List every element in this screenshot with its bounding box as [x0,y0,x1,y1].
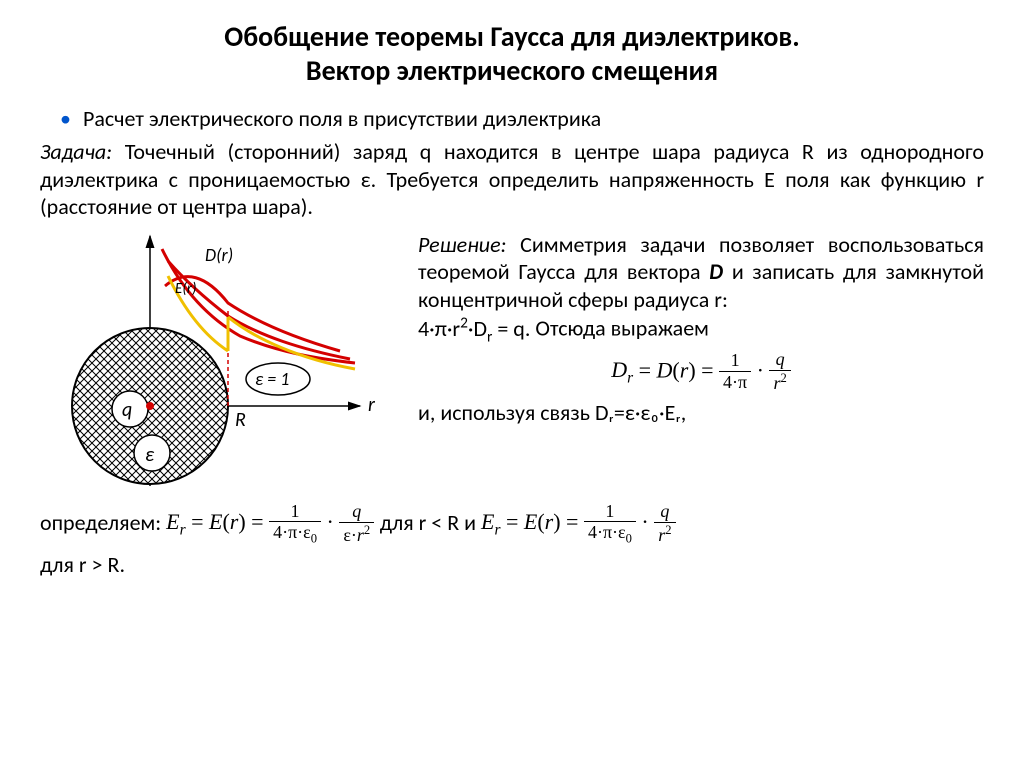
bullet-item: • Расчет электрического поля в присутств… [40,105,984,132]
r-axis-label: r [368,393,376,417]
determine-label: определяем: [40,509,166,536]
D-curve-label: D(r) [205,244,233,266]
problem-label: Задача: [40,138,112,165]
for-r-lt-R: для r < R и [380,509,481,536]
bottom-block: определяем: Er = E(r) = 14·π·ε0 · qε·r2 … [40,502,984,583]
hence-text: Отсюда выражаем [535,315,709,342]
title-line1: Обобщение теоремы Гаусса для диэлектрико… [224,19,799,54]
Er-formula-inside: Er = E(r) = 14·π·ε0 · qε·r2 [166,509,380,534]
vector-D: D [709,258,723,285]
R-label: R [235,408,246,432]
link-text: и, используя связь Dᵣ=ε·ε₀·Eᵣ, [418,399,984,427]
page-title: Обобщение теоремы Гаусса для диэлектрико… [40,20,984,87]
Dr-formula: Dr = D(r) = 14·π · qr2 [418,350,984,394]
title-line2: Вектор электрического смещения [306,53,718,88]
q-label: q [122,398,132,422]
eps1-label: ε = 1 [255,368,289,390]
bullet-icon: • [60,105,71,132]
solution-block: Решение: Симметрия задачи позволяет восп… [418,231,984,496]
E-curve-label: E(r) [175,280,197,298]
Er-formula-outside: Er = E(r) = 14·π·ε0 · qr2 [481,509,676,534]
bullet-text: Расчет электрического поля в присутствии… [83,105,601,132]
for-r-gt-R: для r > R. [40,551,125,578]
problem-text: Точечный (сторонний) заряд q находится в… [40,138,984,220]
solution-label: Решение: [418,231,506,258]
problem-block: Задача: Точечный (сторонний) заряд q нах… [40,138,984,221]
eps-label: ε [145,443,155,467]
gauss-equation: 4·π·r2·Dr = q. [418,315,535,342]
diagram: r q ε R D(r) E(r [40,231,400,496]
